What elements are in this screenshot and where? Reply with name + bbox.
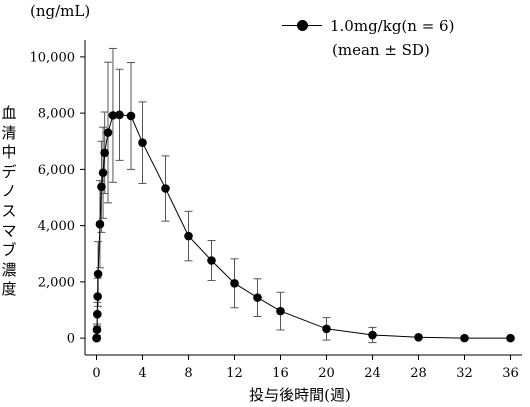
data-point [230, 278, 239, 288]
axes: 0 2,000 4,000 6,000 8,000 10,000 0 4 8 12 16 20 24 28… [30, 40, 522, 381]
x-tick-label: 36 [502, 366, 519, 381]
data-point [100, 148, 109, 158]
x-tick-label: 8 [184, 366, 192, 381]
y-tick-label: 0 [67, 332, 75, 347]
data-points [92, 110, 515, 343]
x-tick-label: 4 [138, 366, 146, 381]
x-tick-label: 24 [364, 366, 381, 381]
data-point [98, 168, 108, 178]
data-point [92, 333, 102, 343]
data-point [93, 309, 102, 319]
data-point [414, 332, 423, 342]
x-tick-label: 0 [92, 366, 100, 381]
data-point [92, 325, 102, 334]
data-point [93, 292, 102, 301]
x-tick-label: 16 [272, 366, 289, 381]
data-point [138, 138, 147, 147]
data-point [95, 219, 105, 229]
x-tick-label: 32 [456, 366, 473, 381]
y-tick-label: 2,000 [38, 275, 75, 290]
series-path [96, 114, 511, 339]
y-unit-label: (ng/mL) [30, 2, 91, 20]
legend-series-label: 1.0mg/kg(n = 6) [330, 17, 455, 35]
y-tick-label: 8,000 [38, 107, 75, 122]
y-tick-label: 10,000 [30, 50, 76, 65]
legend-marker-icon [297, 20, 308, 31]
data-point [93, 269, 103, 279]
data-point [184, 231, 193, 241]
data-point [207, 256, 216, 265]
data-point [126, 111, 136, 121]
data-point [253, 293, 262, 302]
data-point [161, 184, 170, 193]
series-line [96, 114, 511, 339]
data-point [368, 330, 377, 340]
x-tick-label: 28 [410, 366, 427, 381]
error-bars [92, 47, 377, 344]
x-tick-label: 12 [226, 366, 243, 381]
y-tick-label: 4,000 [38, 219, 75, 234]
legend-note: (mean ± SD) [332, 41, 430, 59]
data-point [108, 111, 118, 120]
data-point [276, 306, 285, 316]
data-point [115, 110, 124, 120]
x-tick-label: 20 [318, 366, 335, 381]
x-axis-label: 投与後時間(週) [249, 386, 351, 404]
data-point [506, 333, 515, 343]
data-point [322, 324, 331, 334]
data-point [103, 128, 113, 137]
data-point [97, 182, 106, 192]
y-tick-label: 6,000 [38, 163, 75, 178]
y-axis-label: 血清中デノスマブ濃度 [1, 104, 17, 299]
data-point [460, 333, 469, 343]
